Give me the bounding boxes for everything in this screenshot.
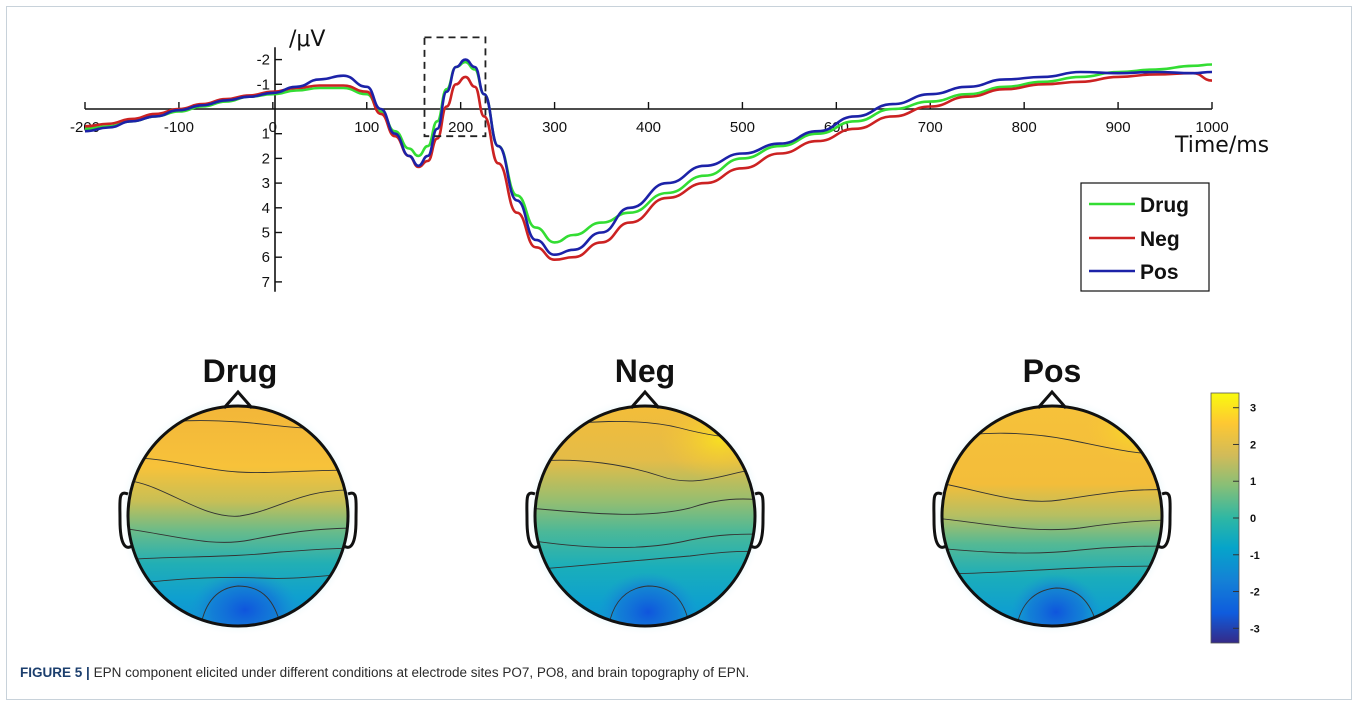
colorbar-tick-label: -2 <box>1250 587 1260 599</box>
erp-line-chart: -200 -100 0 100 200 300 400 500 600 700 800 900 1000… <box>70 27 1269 292</box>
topomap-pos: Pos <box>932 353 1172 636</box>
topomap-neg: Neg <box>525 353 765 636</box>
colorbar-tick-label: 3 <box>1250 403 1256 415</box>
topomap-drug: Drug <box>118 353 358 636</box>
figure-caption: FIGURE 5 | EPN component elicited under … <box>20 665 749 680</box>
x-tick-label: 500 <box>730 119 755 136</box>
erp-series-lines <box>84 58 1213 261</box>
y-tick-label: 1 <box>262 126 270 143</box>
series-line-pos <box>84 58 1213 256</box>
colorbar-tick-label: 0 <box>1250 513 1256 525</box>
negative-peak <box>190 570 300 626</box>
colorbar-tick-label: -3 <box>1250 623 1260 635</box>
head-outline <box>932 389 1172 628</box>
dashed-highlight-box <box>423 36 487 138</box>
caption-separator: | <box>86 665 90 680</box>
positive-peak <box>1085 406 1162 465</box>
x-tick-label: 1000 <box>1195 119 1228 136</box>
y-tick-label: -1 <box>257 76 270 93</box>
x-tick-label: 700 <box>918 119 943 136</box>
x-tick-label: 900 <box>1106 119 1131 136</box>
head-outline <box>118 389 358 628</box>
y-tick-label: 4 <box>262 200 270 217</box>
x-tick-label: 300 <box>542 119 567 136</box>
y-tick-label: 2 <box>262 150 270 167</box>
topomap-title-drug: Drug <box>203 353 278 389</box>
x-tick-label: 0 <box>269 119 277 136</box>
dashed-box-rect <box>423 36 487 138</box>
y-axis-label: /μV <box>289 27 325 52</box>
figure-frame <box>6 6 1352 700</box>
topomap-title-pos: Pos <box>1023 353 1082 389</box>
x-axis-label: Time/ms <box>1174 133 1269 158</box>
legend-label-pos: Pos <box>1140 261 1179 284</box>
caption-text: EPN component elicited under different c… <box>93 665 750 680</box>
topomap-title-neg: Neg <box>615 353 675 389</box>
y-tick-label: 7 <box>262 274 270 291</box>
y-tick-label: 6 <box>262 249 270 266</box>
x-tick-label: 800 <box>1012 119 1037 136</box>
colorbar-tick-label: 1 <box>1250 476 1256 488</box>
y-tick-label: 5 <box>262 225 270 242</box>
head-outline <box>525 389 765 628</box>
colorbar-tick-label: -1 <box>1250 550 1260 562</box>
x-tick-label: 100 <box>354 119 379 136</box>
x-tick-label: 200 <box>448 119 473 136</box>
colorbar-ticks: 3 2 1 0 -1 -2 -3 <box>1233 403 1260 635</box>
caption-label: FIGURE 5 <box>20 665 83 680</box>
y-tick-label: 3 <box>262 175 270 192</box>
x-tick-label: 400 <box>636 119 661 136</box>
negative-peak <box>1011 574 1101 626</box>
legend-label-neg: Neg <box>1140 228 1180 251</box>
legend: Drug Neg Pos <box>1080 182 1210 292</box>
negative-peak <box>598 572 698 626</box>
y-tick-label: -2 <box>257 52 270 69</box>
colorbar-tick-label: 2 <box>1250 439 1256 451</box>
x-tick-label: -100 <box>164 119 194 136</box>
legend-label-drug: Drug <box>1140 194 1189 217</box>
series-line-drug <box>84 60 1213 244</box>
series-line-neg <box>84 71 1213 261</box>
colorbar: 3 2 1 0 -1 -2 -3 <box>1210 392 1260 644</box>
